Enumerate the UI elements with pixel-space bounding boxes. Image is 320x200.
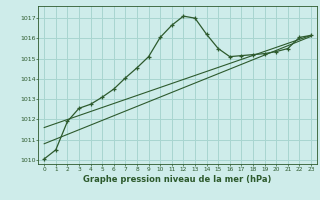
X-axis label: Graphe pression niveau de la mer (hPa): Graphe pression niveau de la mer (hPa) [84, 175, 272, 184]
